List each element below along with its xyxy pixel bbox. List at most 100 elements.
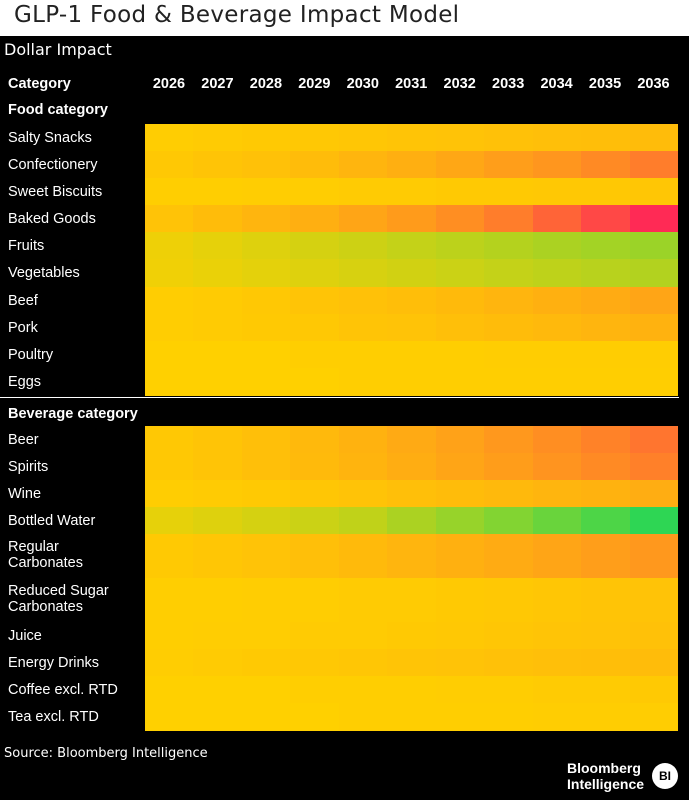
year-header-2028: 2028 <box>249 76 283 92</box>
row-label-baked-goods: Baked Goods <box>8 211 96 227</box>
heatmap-cell-beer-2032 <box>436 426 484 453</box>
heatmap-cell-spirits-2036 <box>630 453 678 480</box>
heatmap-cell-reduced-sugar-carbonates-2034 <box>533 578 581 622</box>
heatmap-cell-vegetables-2030 <box>339 259 387 287</box>
heatmap-cell-poultry-2032 <box>436 341 484 368</box>
heatmap-cell-beef-2031 <box>387 287 436 314</box>
heatmap-cell-reduced-sugar-carbonates-2026 <box>145 578 193 622</box>
heatmap-cell-bottled-water-2033 <box>484 507 533 534</box>
heatmap-cell-energy-drinks-2034 <box>533 649 581 676</box>
row-label-sweet-biscuits: Sweet Biscuits <box>8 184 103 200</box>
heatmap-cell-fruits-2036 <box>630 232 678 259</box>
heatmap-cell-beer-2034 <box>533 426 581 453</box>
heatmap-cell-sweet-biscuits-2032 <box>436 178 484 205</box>
chart-subtitle: Dollar Impact <box>4 40 112 59</box>
logo-line-1: Bloomberg <box>567 760 641 776</box>
heatmap-cell-poultry-2034 <box>533 341 581 368</box>
heatmap-cell-baked-goods-2036 <box>630 205 678 232</box>
heatmap-cell-confectionery-2029 <box>290 151 339 178</box>
heatmap-cell-poultry-2029 <box>290 341 339 368</box>
heatmap-cell-bottled-water-2029 <box>290 507 339 534</box>
heatmap-cell-baked-goods-2035 <box>581 205 630 232</box>
heatmap-cell-juice-2028 <box>242 622 290 649</box>
heatmap-cell-spirits-2030 <box>339 453 387 480</box>
heatmap-cell-beer-2026 <box>145 426 193 453</box>
chart-title: GLP-1 Food & Beverage Impact Model <box>14 2 460 28</box>
heatmap-cell-beef-2029 <box>290 287 339 314</box>
heatmap-cell-bottled-water-2034 <box>533 507 581 534</box>
row-label-vegetables: Vegetables <box>8 265 80 281</box>
heatmap-cell-pork-2032 <box>436 314 484 341</box>
heatmap-cell-juice-2029 <box>290 622 339 649</box>
heatmap-cell-beef-2034 <box>533 287 581 314</box>
heatmap-cell-sweet-biscuits-2035 <box>581 178 630 205</box>
heatmap-cell-beer-2027 <box>193 426 242 453</box>
heatmap-cell-reduced-sugar-carbonates-2032 <box>436 578 484 622</box>
heatmap-cell-eggs-2033 <box>484 368 533 396</box>
heatmap-cell-salty-snacks-2034 <box>533 124 581 151</box>
heatmap-cell-sweet-biscuits-2029 <box>290 178 339 205</box>
heatmap-cell-salty-snacks-2026 <box>145 124 193 151</box>
heatmap-cell-fruits-2028 <box>242 232 290 259</box>
row-label-coffee-excl-rtd: Coffee excl. RTD <box>8 682 118 698</box>
heatmap-cell-beer-2033 <box>484 426 533 453</box>
heatmap-cell-eggs-2030 <box>339 368 387 396</box>
heatmap-cell-bottled-water-2026 <box>145 507 193 534</box>
heatmap-cell-fruits-2030 <box>339 232 387 259</box>
heatmap-cell-tea-excl-rtd-2036 <box>630 703 678 731</box>
heatmap-cell-pork-2030 <box>339 314 387 341</box>
heatmap-cell-vegetables-2026 <box>145 259 193 287</box>
heatmap-cell-energy-drinks-2036 <box>630 649 678 676</box>
heatmap-cell-coffee-excl-rtd-2036 <box>630 676 678 703</box>
heatmap-cell-coffee-excl-rtd-2027 <box>193 676 242 703</box>
year-header-2034: 2034 <box>540 76 573 92</box>
heatmap-cell-coffee-excl-rtd-2034 <box>533 676 581 703</box>
heatmap-cell-regular-carbonates-2034 <box>533 534 581 578</box>
heatmap-cell-vegetables-2031 <box>387 259 436 287</box>
row-label-juice: Juice <box>8 628 42 644</box>
heatmap-cell-spirits-2034 <box>533 453 581 480</box>
row-label-spirits: Spirits <box>8 459 49 475</box>
heatmap-cell-regular-carbonates-2036 <box>630 534 678 578</box>
heatmap-cell-reduced-sugar-carbonates-2033 <box>484 578 533 622</box>
heatmap-cell-coffee-excl-rtd-2035 <box>581 676 630 703</box>
heatmap-cell-spirits-2032 <box>436 453 484 480</box>
year-header-2026: 2026 <box>152 76 186 92</box>
heatmap-cell-vegetables-2036 <box>630 259 678 287</box>
heatmap-cell-baked-goods-2028 <box>242 205 290 232</box>
heatmap-cell-spirits-2031 <box>387 453 436 480</box>
heatmap-cell-fruits-2027 <box>193 232 242 259</box>
heatmap-cell-beer-2036 <box>630 426 678 453</box>
heatmap-cell-beef-2035 <box>581 287 630 314</box>
year-header-2033: 2033 <box>492 76 525 92</box>
heatmap-cell-bottled-water-2035 <box>581 507 630 534</box>
heatmap-cell-baked-goods-2030 <box>339 205 387 232</box>
year-header-2036: 2036 <box>637 76 670 92</box>
heatmap-cell-beer-2029 <box>290 426 339 453</box>
heatmap-cell-confectionery-2026 <box>145 151 193 178</box>
heatmap-cell-beer-2035 <box>581 426 630 453</box>
heatmap-cell-sweet-biscuits-2034 <box>533 178 581 205</box>
heatmap-cell-baked-goods-2033 <box>484 205 533 232</box>
heatmap-cell-reduced-sugar-carbonates-2036 <box>630 578 678 622</box>
heatmap-cell-juice-2034 <box>533 622 581 649</box>
heatmap-cell-spirits-2026 <box>145 453 193 480</box>
row-label-beef: Beef <box>8 293 38 309</box>
heatmap-cell-tea-excl-rtd-2028 <box>242 703 290 731</box>
heatmap-cell-sweet-biscuits-2026 <box>145 178 193 205</box>
heatmap-cell-coffee-excl-rtd-2032 <box>436 676 484 703</box>
row-label-salty-snacks: Salty Snacks <box>8 130 92 146</box>
heatmap-cell-poultry-2036 <box>630 341 678 368</box>
row-label-poultry: Poultry <box>8 347 54 363</box>
heatmap-cell-juice-2036 <box>630 622 678 649</box>
row-label-wine: Wine <box>8 486 42 502</box>
heatmap-cell-fruits-2031 <box>387 232 436 259</box>
source-note: Source: Bloomberg Intelligence <box>4 746 208 761</box>
heatmap-cell-fruits-2026 <box>145 232 193 259</box>
heatmap-cell-energy-drinks-2027 <box>193 649 242 676</box>
heatmap-cell-tea-excl-rtd-2034 <box>533 703 581 731</box>
heatmap-cell-regular-carbonates-2029 <box>290 534 339 578</box>
heatmap-cell-beef-2032 <box>436 287 484 314</box>
category-column-header: Category <box>8 76 71 92</box>
heatmap-cell-salty-snacks-2036 <box>630 124 678 151</box>
